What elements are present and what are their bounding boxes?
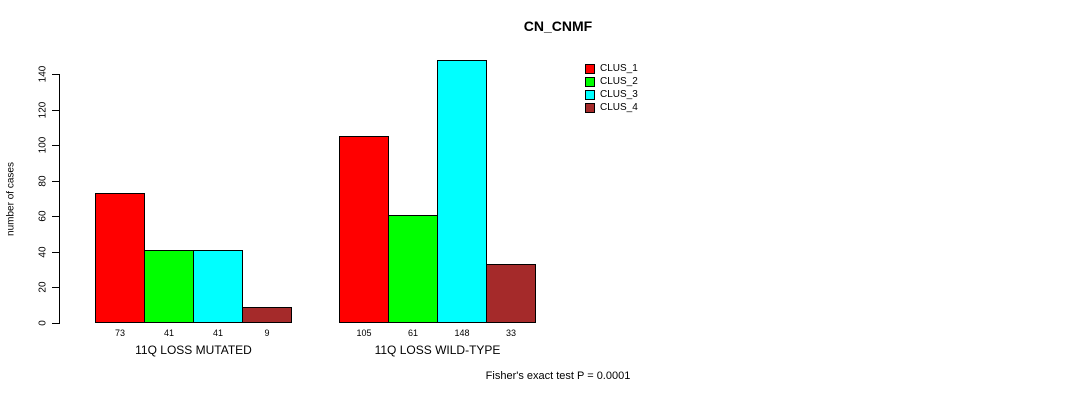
y-tick-label: 40 — [37, 246, 49, 258]
bar-clus-3-11q-loss-mutated — [193, 250, 243, 323]
chart-title: CN_CNMF — [523, 18, 593, 34]
legend-item-clus-2: CLUS_2 — [585, 75, 638, 88]
legend-swatch-clus-3 — [585, 89, 595, 100]
bar-value-clus-4-11q-loss-mutated: 9 — [264, 328, 270, 338]
bar-value-clus-1-11q-loss-mutated: 73 — [114, 328, 126, 338]
bar-value-clus-4-11q-loss-wild-type: 33 — [505, 328, 517, 338]
legend-item-clus-1: CLUS_1 — [585, 62, 638, 75]
y-tick-label: 120 — [37, 101, 49, 118]
y-tick-mark — [52, 251, 59, 253]
y-tick-label: 140 — [37, 65, 49, 83]
y-tick-label: 20 — [37, 281, 49, 293]
bar-value-clus-2-11q-loss-mutated: 41 — [163, 328, 175, 338]
y-tick-mark — [52, 145, 59, 147]
bar-value-clus-1-11q-loss-wild-type: 105 — [356, 328, 372, 338]
bar-clus-2-11q-loss-wild-type — [388, 214, 438, 323]
bar-clus-1-11q-loss-mutated — [95, 193, 145, 323]
legend-swatch-clus-4 — [585, 102, 595, 113]
bar-value-clus-3-11q-loss-mutated: 41 — [212, 328, 224, 338]
y-tick-label: 100 — [37, 136, 49, 154]
bar-clus-4-11q-loss-wild-type — [486, 264, 536, 323]
y-tick-mark — [52, 287, 59, 289]
bar-clus-1-11q-loss-wild-type — [339, 136, 389, 323]
legend-item-clus-3: CLUS_3 — [585, 88, 638, 101]
y-tick-mark — [52, 323, 59, 324]
legend-swatch-clus-1 — [585, 63, 595, 74]
y-tick-label: 60 — [37, 210, 49, 222]
legend-item-clus-4: CLUS_4 — [585, 101, 638, 114]
legend: CLUS_1 CLUS_2 CLUS_3 CLUS_4 — [585, 62, 638, 114]
legend-label-clus-1: CLUS_1 — [600, 63, 638, 74]
group-label-11q-loss-wild-type: 11Q LOSS WILD-TYPE — [374, 343, 501, 357]
y-tick-mark — [52, 109, 59, 111]
y-axis-title: number of cases — [5, 162, 17, 236]
legend-label-clus-2: CLUS_2 — [600, 76, 638, 87]
y-axis-line — [59, 74, 60, 324]
y-tick-label: 80 — [37, 175, 49, 187]
y-tick-mark — [52, 74, 59, 75]
bar-value-clus-3-11q-loss-wild-type: 148 — [454, 328, 470, 338]
bar-clus-4-11q-loss-mutated — [242, 306, 292, 323]
y-tick-mark — [52, 216, 59, 218]
bar-clus-3-11q-loss-wild-type — [437, 59, 487, 323]
group-label-11q-loss-mutated: 11Q LOSS MUTATED — [135, 343, 252, 357]
annotation-fisher-test: Fisher's exact test P = 0.0001 — [485, 370, 631, 382]
legend-label-clus-3: CLUS_3 — [600, 89, 638, 100]
legend-swatch-clus-2 — [585, 76, 595, 87]
legend-label-clus-4: CLUS_4 — [600, 102, 638, 113]
bar-clus-2-11q-loss-mutated — [144, 250, 194, 323]
y-tick-label: 0 — [37, 320, 49, 326]
y-tick-mark — [52, 180, 59, 182]
bar-value-clus-2-11q-loss-wild-type: 61 — [407, 328, 419, 338]
